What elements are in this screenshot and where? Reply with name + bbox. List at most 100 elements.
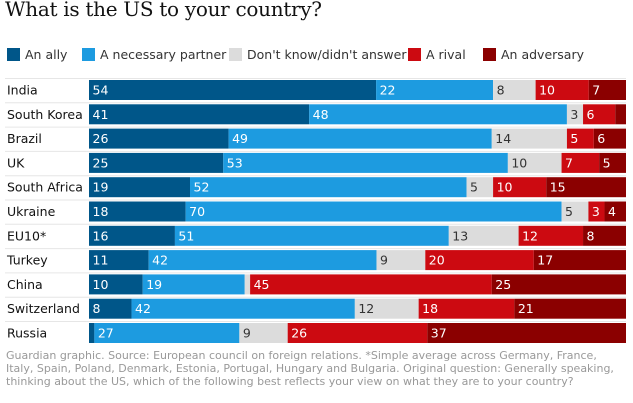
legend-swatch	[229, 48, 242, 61]
bar-an-ally-switzerland	[89, 298, 132, 319]
bar-don-t-know-didn-t-answer-ukraine	[561, 201, 589, 222]
bar-an-adversary-switzerland	[514, 298, 626, 319]
data-label: 8	[93, 301, 101, 316]
data-label: 27	[98, 326, 114, 341]
data-label: 9	[243, 326, 251, 341]
data-label: 5	[603, 155, 611, 170]
bar-a-necessary-partner-south-africa	[190, 177, 467, 198]
legend-label: A rival	[426, 47, 466, 62]
bar-a-rival-turkey	[425, 250, 534, 271]
bar-a-rival-india	[535, 80, 589, 100]
data-label: 26	[93, 131, 109, 146]
bar-don-t-know-didn-t-answer-turkey	[376, 250, 426, 271]
category-label: India	[7, 83, 38, 98]
bar-an-ally-south-africa	[89, 177, 191, 198]
data-label: 5	[470, 180, 478, 195]
bar-an-adversary-brazil	[593, 128, 626, 149]
chart-title: What is the US to your country?	[5, 0, 322, 21]
bar-a-necessary-partner-turkey	[148, 250, 377, 271]
legend-swatch	[82, 48, 95, 61]
data-label: 17	[537, 253, 553, 268]
data-label: 14	[495, 131, 511, 146]
category-label: Russia	[7, 326, 47, 341]
category-label: South Africa	[7, 180, 83, 195]
data-label: 42	[135, 301, 151, 316]
bar-don-t-know-didn-t-answer-south-korea	[566, 104, 584, 125]
bar-don-t-know-didn-t-answer-brazil	[491, 128, 567, 149]
bar-an-adversary-russia	[427, 323, 626, 343]
bar-an-adversary-china	[491, 274, 626, 295]
bar-don-t-know-didn-t-answer-eu10	[448, 225, 519, 246]
legend-label: Don't know/didn't answer	[247, 47, 407, 62]
data-label: 42	[152, 253, 168, 268]
bar-a-necessary-partner-brazil	[228, 128, 492, 149]
category-label: South Korea	[7, 107, 83, 122]
data-label: 19	[146, 277, 162, 292]
legend-item-an-adversary: An adversary	[483, 47, 584, 62]
data-label: 18	[422, 301, 438, 316]
data-label: 3	[570, 107, 578, 122]
legend-item-a-rival: A rival	[408, 47, 466, 62]
bar-a-rival-china	[250, 274, 492, 295]
bar-an-ally-brazil	[89, 128, 229, 149]
bar-a-rival-russia	[287, 323, 428, 343]
bar-an-adversary-south-africa	[546, 177, 626, 198]
bar-a-rival-south-africa	[493, 177, 547, 198]
data-label: 6	[597, 131, 605, 146]
bar-an-adversary-south-korea	[615, 104, 626, 125]
data-label: 37	[431, 326, 447, 341]
bar-don-t-know-didn-t-answer-south-africa	[466, 177, 494, 198]
bar-a-rival-south-korea	[583, 104, 616, 125]
data-label: 26	[291, 326, 307, 341]
data-label: 7	[592, 83, 600, 98]
legend-item-don-t-know-didn-t-answer: Don't know/didn't answer	[229, 47, 406, 62]
data-label: 10	[511, 155, 527, 170]
data-label: 70	[189, 204, 205, 219]
bar-don-t-know-didn-t-answer-uk	[507, 152, 562, 173]
bar-an-ally-china	[89, 274, 143, 295]
bar-a-necessary-partner-ukraine	[185, 201, 562, 222]
data-label: 54	[93, 83, 109, 98]
data-label: 19	[93, 180, 109, 195]
data-label: 10	[539, 83, 555, 98]
data-label: 10	[93, 277, 109, 292]
category-label: Ukraine	[7, 204, 56, 219]
legend-item-a-necessary-partner: A necessary partner	[82, 47, 226, 62]
bar-don-t-know-didn-t-answer-russia	[239, 323, 288, 343]
legend-label: A necessary partner	[100, 47, 227, 62]
bar-don-t-know-didn-t-answer-india	[493, 80, 536, 100]
bar-an-ally-south-korea	[89, 104, 310, 125]
bar-a-necessary-partner-russia	[94, 323, 240, 343]
data-label: 13	[452, 228, 468, 243]
bar-a-necessary-partner-india	[376, 80, 494, 100]
data-label: 25	[93, 155, 109, 170]
data-label: 5	[570, 131, 578, 146]
data-label: 3	[592, 204, 600, 219]
data-label: 12	[522, 228, 538, 243]
bar-a-necessary-partner-eu10	[174, 225, 449, 246]
data-label: 15	[550, 180, 566, 195]
category-label: UK	[7, 155, 25, 170]
bar-an-adversary-eu10	[583, 225, 626, 246]
data-label: 11	[93, 253, 109, 268]
bar-an-adversary-india	[588, 80, 626, 100]
bar-a-rival-switzerland	[418, 298, 515, 319]
data-label: 12	[358, 301, 374, 316]
data-label: 53	[227, 155, 243, 170]
bar-an-adversary-ukraine	[604, 201, 626, 222]
data-label: 41	[93, 107, 109, 122]
bar-a-necessary-partner-switzerland	[131, 298, 355, 319]
data-label: 18	[93, 204, 109, 219]
bar-an-ally-india	[89, 80, 377, 100]
data-label: 48	[313, 107, 329, 122]
category-label: Switzerland	[7, 301, 80, 316]
data-label: 25	[495, 277, 511, 292]
bar-a-rival-brazil	[566, 128, 594, 149]
legend-label: An ally	[25, 47, 68, 62]
data-label: 45	[254, 277, 270, 292]
bar-an-ally-ukraine	[89, 201, 186, 222]
data-label: 51	[178, 228, 194, 243]
category-label: Turkey	[6, 253, 48, 268]
data-label: 8	[497, 83, 505, 98]
